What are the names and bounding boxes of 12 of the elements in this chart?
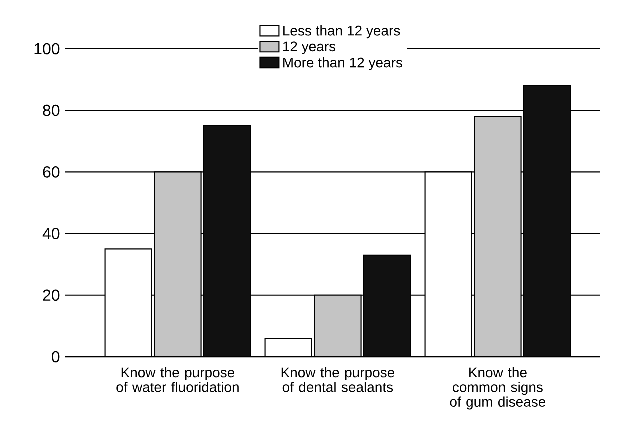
x-tick-label: Know the purpose of water fluoridation: [116, 367, 239, 392]
y-tick-label: 80: [43, 104, 60, 116]
y-tick-label: 40: [42, 228, 60, 240]
y-tick-label: 60: [43, 166, 60, 178]
legend-label: More than 12 years: [284, 57, 402, 71]
x-tick-label: Know the common signs of gum disease: [450, 367, 546, 410]
legend-label: Less than 12 years: [284, 26, 400, 39]
legend-label: 12 years: [283, 42, 336, 54]
y-tick-label: 100: [34, 43, 60, 55]
y-tick-label: 0: [52, 351, 60, 363]
y-tick-label: 20: [43, 290, 60, 302]
x-tick-label: Know the purpose of dental sealants: [282, 367, 395, 392]
